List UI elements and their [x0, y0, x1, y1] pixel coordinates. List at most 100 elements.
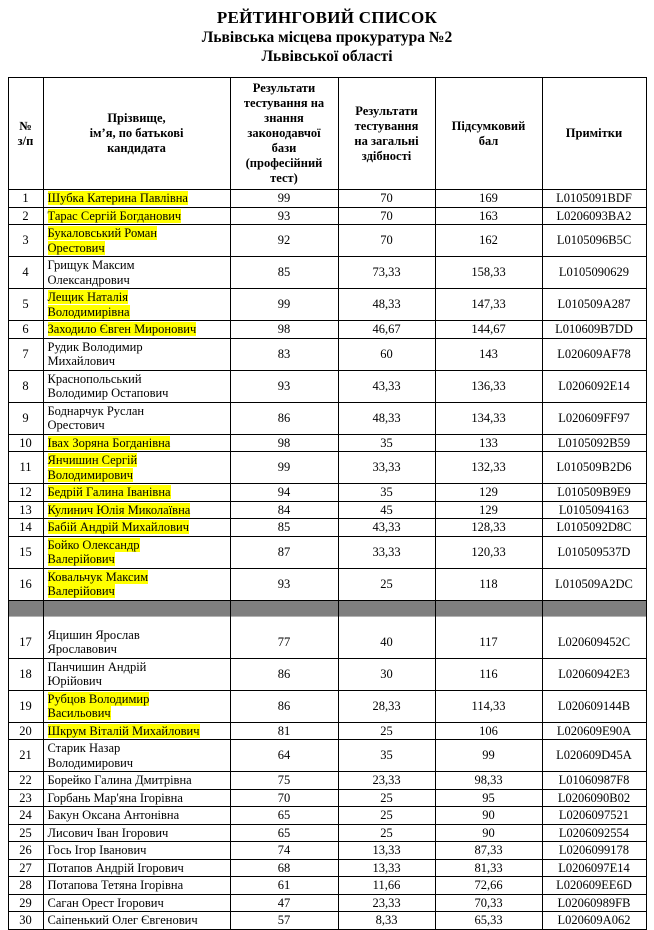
general-abilities-score-cell: 70: [337, 189, 436, 208]
general-abilities-score-cell: 35: [337, 483, 436, 502]
total-score-cell: 70,33: [434, 893, 543, 912]
total-score-cell: 98,33: [434, 771, 543, 790]
general-abilities-score-cell: 25: [337, 567, 436, 601]
professional-test-score-cell: 99: [229, 288, 339, 321]
note-cell: L010509537D: [541, 535, 647, 569]
total-score-cell: 116: [434, 657, 543, 691]
total-score-cell: 90: [434, 823, 543, 842]
note-cell: L02060942E3: [541, 657, 647, 691]
candidate-name: Бедрій Галина Іванівна: [47, 485, 171, 499]
professional-test-score-cell: 93: [229, 567, 339, 601]
row-number-cell: 19: [7, 689, 44, 723]
candidate-name: Тарас Сергій Богданович: [47, 208, 182, 223]
candidate-name: Кулинич Юлія Миколаївна: [47, 502, 191, 517]
separator-gray-bar: [339, 600, 434, 617]
candidate-name-cell: Бедрій Галина Іванівна: [42, 483, 231, 502]
note-cell: L0105096B5C: [541, 224, 647, 257]
candidate-name-cell: Лещик Наталія Володимирівна: [42, 288, 231, 321]
general-abilities-score-cell: 70: [337, 224, 436, 257]
candidate-name: Старик Назар Володимирович: [47, 741, 134, 770]
row-number-cell: 14: [7, 518, 44, 537]
professional-test-score-cell: 85: [229, 256, 339, 289]
row-number-cell: 26: [7, 841, 44, 860]
candidate-name-cell: Потапов Андрій Ігорович: [42, 858, 231, 877]
candidate-name: Івах Зоряна Богданівна: [47, 435, 171, 450]
row-number-cell: 16: [7, 567, 44, 601]
general-abilities-score-cell: 48,33: [337, 401, 436, 435]
col-header-total-score: Підсумковий бал: [434, 77, 543, 190]
professional-test-score-cell: 74: [229, 841, 339, 860]
general-abilities-score-cell: 30: [337, 657, 436, 691]
professional-test-score-cell: 77: [229, 626, 339, 659]
candidate-name-cell: Рудик Володимир Михайлович: [42, 337, 231, 371]
candidate-name: Боднарчук Руслан Орестович: [47, 403, 145, 433]
general-abilities-score-cell: 8,33: [337, 911, 436, 930]
note-cell: L010509B9E9: [541, 483, 647, 502]
table-row: 13 Кулинич Юлія Миколаївна 84 45 129 L01…: [7, 500, 647, 519]
candidate-name-cell: Заходило Євген Миронович: [42, 320, 231, 339]
total-score-cell: 162: [434, 224, 543, 257]
document-page: РЕЙТИНГОВИЙ СПИСОК Львівська місцева про…: [0, 8, 654, 930]
total-score-cell: 158,33: [434, 256, 543, 289]
candidate-name-cell: Гось Ігор Іванович: [42, 841, 231, 860]
professional-test-score-cell: 86: [229, 689, 339, 723]
general-abilities-score-cell: 35: [337, 433, 436, 452]
separator-cell: [229, 599, 339, 627]
col-header-number: № з/п: [7, 77, 44, 190]
general-abilities-score-cell: 11,66: [337, 876, 436, 895]
candidate-name: Бабій Андрій Михайлович: [47, 520, 189, 534]
table-row: 22 Борейко Галина Дмитрівна 75 23,33 98,…: [7, 771, 647, 790]
table-row: 9 Боднарчук Руслан Орестович 86 48,33 13…: [7, 401, 647, 435]
candidate-name-cell: Бакун Оксана Антонівна: [42, 806, 231, 825]
total-score-cell: 95: [434, 788, 543, 807]
separator-cell: [434, 599, 543, 627]
table-row: 17 Яцишин Ярослав Ярославович 77 40 117 …: [7, 626, 647, 659]
total-score-cell: 128,33: [434, 518, 543, 537]
separator-cell: [337, 599, 436, 627]
note-cell: L020609144B: [541, 689, 647, 723]
professional-test-score-cell: 86: [229, 401, 339, 435]
note-cell: L0206097E14: [541, 858, 647, 877]
total-score-cell: 147,33: [434, 288, 543, 321]
candidate-name: Потапова Тетяна Ігорівна: [47, 878, 184, 892]
table-row: 26 Гось Ігор Іванович 74 13,33 87,33 L02…: [7, 841, 647, 860]
table-row: 8 Краснопольський Володимир Остапович 93…: [7, 369, 647, 403]
note-cell: L010509A287: [541, 288, 647, 321]
row-number-cell: 30: [7, 911, 44, 930]
total-score-cell: 87,33: [434, 841, 543, 860]
row-number-cell: 13: [7, 500, 44, 519]
row-number-cell: 23: [7, 788, 44, 807]
total-score-cell: 143: [434, 337, 543, 371]
total-score-cell: 132,33: [434, 451, 543, 484]
professional-test-score-cell: 65: [229, 823, 339, 842]
note-cell: L010609B7DD: [541, 320, 647, 339]
table-row: 12 Бедрій Галина Іванівна 94 35 129 L010…: [7, 483, 647, 502]
candidate-name-cell: Бойко Олександр Валерійович: [42, 535, 231, 569]
row-number-cell: 27: [7, 858, 44, 877]
candidate-name: Шкрум Віталій Михайлович: [47, 723, 200, 738]
candidate-name: Шубка Катерина Павлівна: [47, 191, 188, 205]
candidate-name-cell: Грищук Максим Олександрович: [42, 256, 231, 289]
table-row: 16 Ковальчук Максим Валерійович 93 25 11…: [7, 567, 647, 601]
separator-cell: [541, 599, 647, 627]
candidate-name-cell: Краснопольський Володимир Остапович: [42, 369, 231, 403]
candidate-name-cell: Бабій Андрій Михайлович: [42, 518, 231, 537]
professional-test-score-cell: 93: [229, 206, 339, 225]
row-number-cell: 25: [7, 823, 44, 842]
candidate-name-cell: Шкрум Віталій Михайлович: [42, 721, 231, 740]
professional-test-score-cell: 86: [229, 657, 339, 691]
candidate-name-cell: Шубка Катерина Павлівна: [42, 189, 231, 208]
total-score-cell: 106: [434, 721, 543, 740]
row-number-cell: 7: [7, 337, 44, 371]
total-score-cell: 136,33: [434, 369, 543, 403]
candidate-name: Лещик Наталія Володимирівна: [47, 290, 130, 319]
professional-test-score-cell: 98: [229, 320, 339, 339]
table-row: 30 Саіпенький Олег Євгенович 57 8,33 65,…: [7, 911, 647, 930]
candidate-name-cell: Кулинич Юлія Миколаївна: [42, 500, 231, 519]
general-abilities-score-cell: 33,33: [337, 535, 436, 569]
general-abilities-score-cell: 40: [337, 626, 436, 659]
note-cell: L020609EE6D: [541, 876, 647, 895]
candidate-name-cell: Старик Назар Володимирович: [42, 739, 231, 772]
candidate-name: Панчишин Андрій Юрійович: [47, 659, 147, 689]
professional-test-score-cell: 92: [229, 224, 339, 257]
